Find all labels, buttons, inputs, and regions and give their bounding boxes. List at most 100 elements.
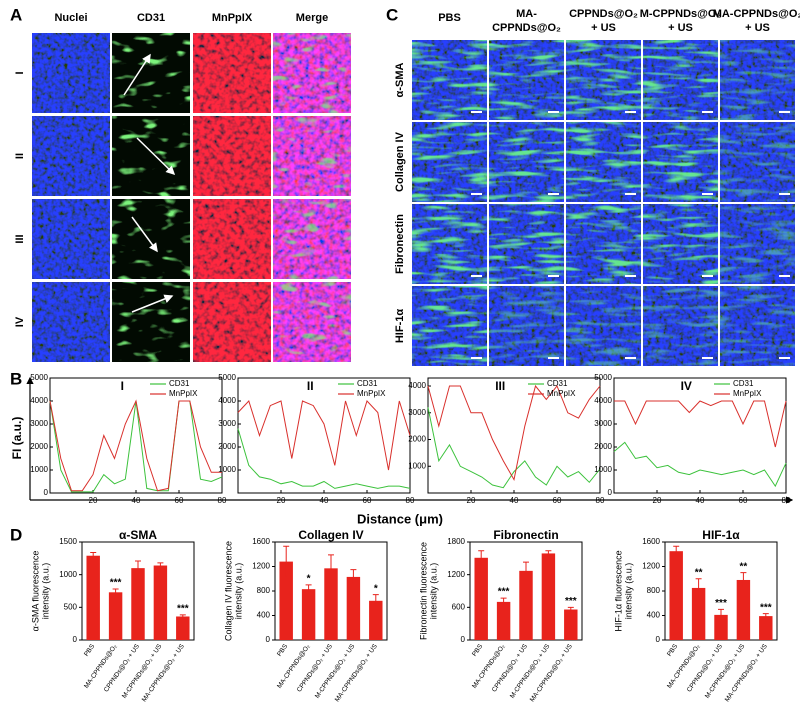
chart-title: Fibronectin	[493, 528, 558, 542]
error-bar	[112, 588, 119, 596]
error-bar	[179, 614, 186, 619]
bar	[541, 553, 556, 640]
line-series	[614, 400, 787, 448]
stain-signal	[412, 204, 487, 284]
stain-signal	[412, 122, 487, 202]
bar	[346, 576, 361, 640]
significance: ***	[110, 578, 122, 589]
x-tick-label: 20	[467, 496, 476, 505]
error-bar	[372, 594, 379, 607]
stain-signal	[720, 122, 795, 202]
bar	[519, 570, 533, 640]
micrograph	[193, 116, 271, 196]
stain-signal	[643, 122, 718, 202]
bar	[324, 568, 338, 640]
y-axis-label: intensity (a.u.)	[40, 563, 50, 620]
bar	[691, 587, 706, 640]
stain-signal	[566, 204, 641, 284]
micrograph	[32, 33, 110, 113]
vessel-signal	[112, 116, 190, 196]
bar	[153, 565, 168, 640]
x-tick-label: 80	[406, 496, 415, 505]
y-tick-label: 1600	[252, 537, 270, 546]
column-label: CPPNDs@O₂	[569, 8, 638, 20]
line-series	[613, 441, 787, 488]
micrograph	[32, 116, 110, 196]
error-bar	[740, 572, 747, 588]
error-bar	[523, 561, 529, 580]
bar	[474, 557, 488, 640]
column-label: + US	[591, 22, 616, 34]
panel-label: D	[10, 525, 22, 544]
x-tick-label: MA-CPPNDs@O₂ + US	[334, 643, 379, 704]
column-label: PBS	[438, 12, 461, 24]
y-tick-label: 400	[257, 611, 271, 620]
row-label: III	[14, 234, 26, 243]
error-bar	[90, 551, 97, 559]
error-bar	[673, 545, 680, 557]
stain-signal	[489, 40, 564, 120]
legend-label: MnPpIX	[169, 389, 198, 398]
column-label: MnPpIX	[212, 12, 253, 24]
x-axis-label: Distance (μm)	[357, 511, 443, 526]
y-tick-label: 4000	[594, 396, 612, 405]
row-label: IV	[14, 316, 26, 327]
x-tick-label: MA-CPPNDs@O₂ + US	[724, 643, 769, 704]
x-tick-label: M-CPPNDs@O₂ + US	[509, 643, 552, 700]
x-tick-label: M-CPPNDs@O₂ + US	[121, 643, 164, 700]
bar	[714, 614, 728, 640]
x-tick-label: 80	[782, 496, 791, 505]
bar	[669, 551, 683, 640]
error-bar	[328, 554, 334, 582]
y-tick-label: 5000	[594, 373, 612, 382]
y-tick-label: 3000	[30, 419, 48, 428]
bar	[108, 592, 123, 640]
significance: ***	[177, 603, 189, 614]
profile-arrow	[131, 294, 174, 313]
column-label: + US	[745, 22, 770, 34]
y-tick-label: 0	[44, 488, 49, 497]
stain-signal	[643, 204, 718, 284]
line-series	[49, 400, 223, 493]
stain-signal	[643, 286, 718, 366]
y-tick-label: 0	[266, 635, 271, 644]
row-label: II	[14, 153, 26, 159]
x-tick-label: 80	[218, 496, 227, 505]
y-axis-label: intensity (a.u.)	[428, 563, 438, 620]
x-tick-label: PBS	[666, 643, 680, 658]
micrograph	[32, 199, 110, 279]
x-tick-label: 40	[696, 496, 705, 505]
significance: ***	[498, 587, 510, 598]
line-series	[427, 407, 601, 489]
error-bar	[350, 569, 357, 585]
error-bar	[567, 606, 574, 612]
chart-title: III	[495, 379, 505, 393]
x-tick-label: 20	[277, 496, 286, 505]
x-tick-label: 80	[596, 496, 605, 505]
bar	[131, 568, 145, 640]
significance: *	[307, 574, 311, 585]
stain-signal	[489, 286, 564, 366]
y-axis-label: Collagen IV fluorescence	[223, 541, 233, 641]
bar	[176, 616, 190, 640]
y-tick-label: 1200	[642, 562, 660, 571]
x-tick-label: MA-CPPNDs@O₂ + US	[529, 643, 574, 704]
micrograph	[193, 33, 271, 113]
y-tick-label: 1000	[408, 461, 426, 470]
y-tick-label: 800	[257, 586, 271, 595]
vessel-overlay	[273, 199, 351, 279]
stain-signal	[720, 40, 795, 120]
legend-label: CD31	[169, 379, 190, 388]
x-tick-label: PBS	[471, 643, 485, 658]
error-bar	[695, 578, 702, 598]
error-bar	[500, 597, 507, 606]
y-axis-label: HIF-1α fluorescence	[613, 550, 623, 631]
y-tick-label: 0	[656, 635, 661, 644]
x-tick-label: 40	[132, 496, 141, 505]
y-tick-label: 400	[647, 611, 661, 620]
y-tick-label: 1200	[252, 562, 270, 571]
profile-arrow	[131, 216, 158, 253]
chart-title: I	[121, 379, 124, 393]
x-tick-label: MA-CPPNDs@O₂ + US	[141, 643, 186, 704]
